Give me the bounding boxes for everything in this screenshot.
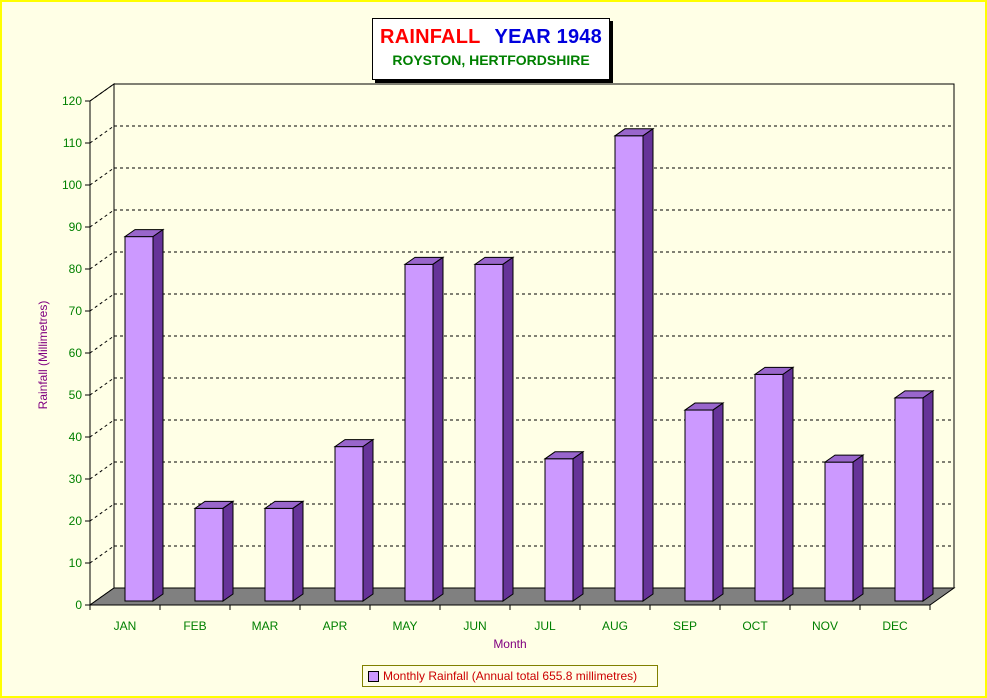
- bar: [403, 256, 445, 602]
- bar: [753, 366, 795, 602]
- y-tick-label: 100: [62, 178, 82, 192]
- bar-side: [222, 500, 234, 602]
- bar-side: [432, 256, 444, 602]
- gridline-side: [89, 377, 115, 396]
- bar: [473, 256, 515, 602]
- bar-front: [404, 263, 434, 602]
- bars: [123, 127, 935, 602]
- x-tick-label: DEC: [882, 619, 908, 633]
- bar: [823, 454, 865, 602]
- gridline-side: [89, 503, 115, 522]
- bar: [613, 127, 655, 602]
- bar-front: [544, 458, 574, 602]
- y-tick-label: 20: [69, 514, 83, 528]
- y-tick-label: 30: [69, 472, 83, 486]
- y-tick-label: 50: [69, 388, 83, 402]
- bar-front: [754, 373, 784, 602]
- x-tick-label: JAN: [114, 619, 137, 633]
- y-tick-label: 40: [69, 430, 83, 444]
- axes: [85, 100, 931, 610]
- bar-front: [474, 263, 504, 602]
- chart-title: RAINFALL YEAR 1948: [373, 26, 609, 49]
- gridline-side: [89, 545, 115, 564]
- y-tick-label: 90: [69, 220, 83, 234]
- y-axis-title: Rainfall (Millimetres): [36, 301, 50, 410]
- x-tick-label: MAY: [392, 619, 417, 633]
- x-tick-label: MAR: [252, 619, 279, 633]
- gridline-side: [89, 335, 115, 354]
- legend-swatch: [368, 670, 379, 682]
- x-tick-labels: JAN FEB MAR APR MAY JUN JUL AUG SEP OCT NOV DEC: [114, 619, 908, 633]
- y-tick-label: 80: [69, 262, 83, 276]
- y-tick-labels: 0 10 20 30 40 50 60 70 80 90 100 110 120: [62, 94, 82, 612]
- x-tick-label: AUG: [602, 619, 628, 633]
- bar-front: [124, 236, 154, 602]
- y-tick-label: 10: [69, 556, 83, 570]
- legend-label: Monthly Rainfall (Annual total 655.8 mil…: [383, 669, 638, 683]
- bar-side: [572, 450, 584, 602]
- bar-front: [614, 135, 644, 602]
- gridline-side: [89, 293, 115, 312]
- y-tick-label: 120: [62, 94, 82, 108]
- title-year: YEAR 1948: [494, 26, 602, 48]
- x-tick-label: JUL: [534, 619, 556, 633]
- x-tick-label: FEB: [183, 619, 206, 633]
- bar-front: [334, 446, 364, 602]
- x-axis-title: Month: [493, 637, 526, 651]
- chart-title-box: RAINFALL YEAR 1948 ROYSTON, HERTFORDSHIRE: [372, 18, 610, 80]
- legend: Monthly Rainfall (Annual total 655.8 mil…: [362, 665, 658, 687]
- bar-front: [264, 507, 294, 602]
- bar-side: [362, 438, 374, 602]
- gridline-side: [89, 209, 115, 228]
- bar-side: [852, 454, 864, 602]
- y-tick-label: 70: [69, 304, 83, 318]
- x-tick-label: APR: [323, 619, 348, 633]
- bar: [543, 450, 585, 602]
- bar: [193, 500, 235, 602]
- x-tick-label: JUN: [463, 619, 486, 633]
- gridlines: [89, 83, 954, 606]
- bar-side: [782, 366, 794, 602]
- gridline-side: [89, 251, 115, 270]
- gridline-side: [89, 419, 115, 438]
- bar: [683, 402, 725, 602]
- bar-side: [502, 256, 514, 602]
- bar: [263, 500, 305, 602]
- y-tick-label: 110: [63, 136, 82, 150]
- x-tick-label: OCT: [742, 619, 768, 633]
- gridline-side: [89, 461, 115, 480]
- gridline-side: [89, 125, 115, 144]
- chart-subtitle: ROYSTON, HERTFORDSHIRE: [392, 52, 590, 68]
- bar-front: [684, 409, 714, 602]
- bar-side: [292, 500, 304, 602]
- gridline-side: [89, 83, 115, 102]
- bar-front: [824, 461, 854, 602]
- bar-front: [194, 507, 224, 602]
- bar-side: [712, 402, 724, 602]
- gridline-side: [89, 167, 115, 186]
- bar-side: [922, 389, 934, 602]
- bar: [893, 389, 935, 602]
- y-tick-label: 60: [69, 346, 83, 360]
- x-tick-label: NOV: [812, 619, 838, 633]
- title-rainfall: RAINFALL: [380, 26, 481, 48]
- bar: [333, 438, 375, 602]
- y-tick-label: 0: [75, 598, 82, 612]
- bar: [123, 228, 165, 602]
- bar-side: [642, 127, 654, 602]
- bar-side: [152, 228, 164, 602]
- bar-front: [894, 397, 924, 602]
- x-tick-label: SEP: [673, 619, 697, 633]
